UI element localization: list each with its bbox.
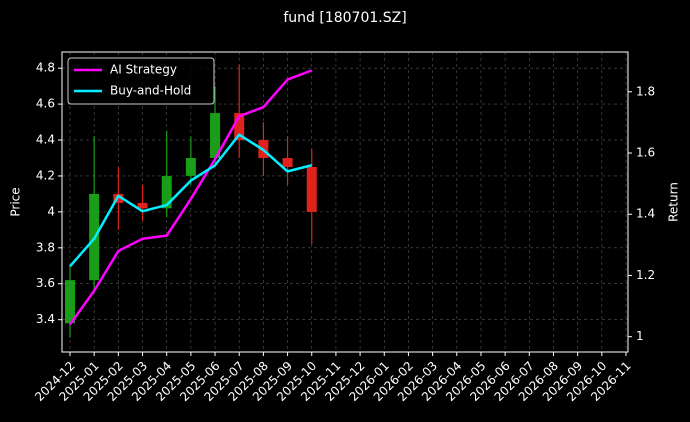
y-tick-label: 3.4: [36, 312, 55, 326]
series-line: [68, 69, 313, 326]
legend-box: [67, 57, 215, 105]
candle-body: [185, 157, 196, 176]
legend-label: Buy-and-Hold: [110, 84, 191, 98]
series-line: [69, 133, 313, 268]
candle-body: [161, 175, 172, 209]
y2-tick-label: 1: [636, 329, 644, 343]
y-tick-label: 3.8: [36, 240, 55, 254]
y-axis-label: Price: [9, 187, 23, 216]
candle-body: [65, 280, 75, 324]
y-tick-label: 4: [47, 204, 55, 218]
y2-tick-label: 1.6: [636, 146, 655, 160]
chart-title: fund [180701.SZ]: [283, 10, 406, 26]
candle-body: [234, 113, 245, 141]
plot-frame: [61, 51, 629, 353]
candle-body: [210, 113, 221, 158]
candle-body: [137, 202, 148, 209]
y-tick-label: 4.8: [36, 61, 55, 75]
legend: AI Strategy Buy-and-Hold: [67, 57, 215, 105]
y-tick-label: 4.2: [36, 168, 55, 182]
candle-body: [306, 166, 317, 212]
y-tick-label: 4.6: [36, 97, 55, 111]
legend-label: AI Strategy: [110, 63, 177, 77]
y2-axis-label: Return: [667, 182, 681, 222]
y2-tick-label: 1.2: [636, 268, 655, 282]
y-tick-label: 3.6: [36, 276, 55, 290]
y-tick-label: 4.4: [36, 133, 55, 147]
y2-tick-label: 1.8: [636, 84, 655, 98]
candle-body: [282, 157, 293, 167]
y2-tick-label: 1.4: [636, 207, 655, 221]
